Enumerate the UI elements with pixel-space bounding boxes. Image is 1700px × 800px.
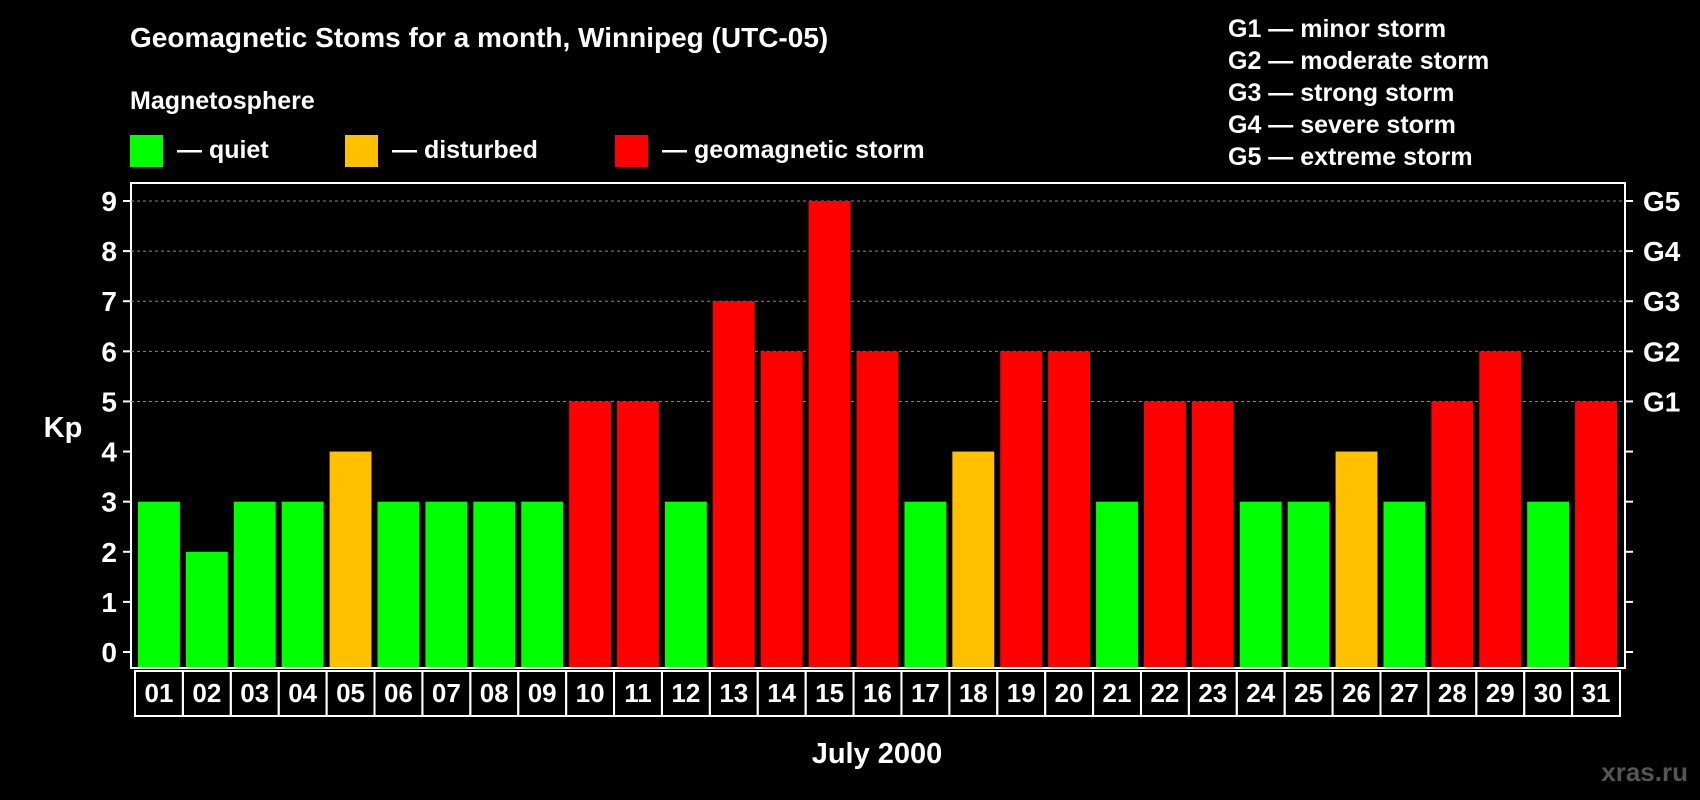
- x-tick-label: 10: [576, 678, 605, 708]
- bar-06: [377, 501, 420, 667]
- bar-20: [1048, 351, 1091, 667]
- bar-25: [1287, 501, 1330, 667]
- bar-08: [473, 501, 516, 667]
- y-axis-label: Kp: [44, 412, 83, 444]
- bar-03: [233, 501, 276, 667]
- x-tick-label: 17: [911, 678, 940, 708]
- watermark: xras.ru: [1601, 757, 1688, 787]
- x-tick-label: 23: [1198, 678, 1227, 708]
- x-tick-label: 03: [240, 678, 269, 708]
- bar-15: [808, 201, 851, 667]
- bar-07: [425, 501, 468, 667]
- legend-label-quiet: — quiet: [177, 136, 269, 164]
- g-scale-item: G1 — minor storm: [1228, 15, 1446, 43]
- x-tick-label: 06: [384, 678, 413, 708]
- x-tick-label: 08: [480, 678, 509, 708]
- x-tick-label: 07: [432, 678, 461, 708]
- g-scale-item: G4 — severe storm: [1228, 111, 1456, 139]
- y-tick-label: 9: [101, 186, 117, 217]
- x-tick-label: 27: [1390, 678, 1419, 708]
- bar-21: [1096, 501, 1138, 667]
- x-tick-label: 29: [1486, 678, 1515, 708]
- bar-02: [185, 551, 228, 667]
- x-tick-label: 12: [671, 678, 700, 708]
- y-tick-label: 7: [101, 286, 117, 317]
- x-tick-cell: [1571, 670, 1621, 717]
- bar-24: [1239, 501, 1282, 667]
- legend-label-disturbed: — disturbed: [392, 136, 538, 164]
- g-level-label: G4: [1643, 236, 1681, 267]
- y-tick-label: 3: [101, 487, 117, 518]
- g-level-label: G3: [1643, 286, 1680, 317]
- bar-11: [617, 401, 659, 667]
- x-tick-label: 02: [192, 678, 221, 708]
- bar-27: [1383, 501, 1426, 667]
- bar-13: [712, 301, 755, 667]
- x-tick-label: 25: [1294, 678, 1323, 708]
- plot-frame: [130, 182, 1626, 669]
- bar-04: [281, 501, 324, 667]
- x-tick-label: 24: [1246, 678, 1275, 708]
- x-tick-label: 13: [719, 678, 748, 708]
- bar-31: [1575, 401, 1617, 667]
- g-scale-item: G5 — extreme storm: [1228, 143, 1473, 171]
- bar-28: [1431, 401, 1474, 667]
- bar-29: [1479, 351, 1522, 667]
- x-tick-label: 21: [1103, 678, 1132, 708]
- bar-05: [329, 451, 372, 667]
- bar-23: [1191, 401, 1234, 667]
- bar-16: [856, 351, 899, 667]
- bar-19: [1000, 351, 1043, 667]
- bar-10: [569, 401, 612, 667]
- x-tick-label: 09: [528, 678, 557, 708]
- x-tick-label: 11: [624, 678, 652, 708]
- legend-title: Magnetosphere: [130, 87, 315, 115]
- g-scale-legend: G1 — minor storm G2 — moderate storm G3 — …: [1228, 15, 1489, 171]
- g-scale-item: G3 — strong storm: [1228, 79, 1454, 107]
- x-axis-label: July 2000: [812, 738, 943, 770]
- x-tick-label: 20: [1055, 678, 1084, 708]
- bar-17: [904, 501, 947, 667]
- y-tick-label: 0: [101, 637, 117, 668]
- g-level-label: G2: [1643, 336, 1680, 367]
- legend-label-storm: — geomagnetic storm: [662, 136, 925, 164]
- x-tick-label: 28: [1438, 678, 1467, 708]
- legend-swatch-storm: [615, 135, 648, 167]
- bar-01: [138, 501, 180, 667]
- x-tick-label: 26: [1342, 678, 1371, 708]
- bar-12: [664, 501, 707, 667]
- y-tick-label: 6: [101, 336, 117, 367]
- x-tick-label: 05: [336, 678, 365, 708]
- legend-swatch-disturbed: [345, 135, 378, 167]
- bar-30: [1527, 501, 1570, 667]
- y-tick-label: 4: [101, 437, 117, 468]
- y-tick-label: 5: [101, 386, 117, 417]
- g-level-label: G1: [1643, 386, 1680, 417]
- legend-swatch-quiet: [130, 135, 163, 167]
- chart-title: Geomagnetic Stoms for a month, Winnipeg …: [130, 22, 828, 53]
- bar-26: [1335, 451, 1378, 667]
- x-tick-label: 04: [288, 678, 317, 708]
- x-tick-label: 22: [1150, 678, 1179, 708]
- x-tick-label: 16: [863, 678, 892, 708]
- x-tick-label: 15: [815, 678, 844, 708]
- x-tick-label: 19: [1007, 678, 1036, 708]
- legend: — quiet — disturbed — geomagnetic storm: [130, 135, 925, 167]
- x-tick-label: 18: [959, 678, 988, 708]
- bar-22: [1143, 401, 1186, 667]
- x-tick-label: 01: [144, 678, 173, 708]
- bar-18: [952, 451, 995, 667]
- x-tick-label: 30: [1534, 678, 1563, 708]
- g-level-label: G5: [1643, 186, 1680, 217]
- bar-09: [521, 501, 564, 667]
- x-tick-label: 14: [767, 678, 796, 708]
- y-tick-label: 2: [101, 537, 117, 568]
- y-tick-label: 8: [101, 236, 117, 267]
- bar-14: [760, 351, 803, 667]
- g-scale-item: G2 — moderate storm: [1228, 47, 1489, 75]
- x-tick-label: 31: [1582, 678, 1611, 708]
- y-tick-label: 1: [101, 587, 117, 618]
